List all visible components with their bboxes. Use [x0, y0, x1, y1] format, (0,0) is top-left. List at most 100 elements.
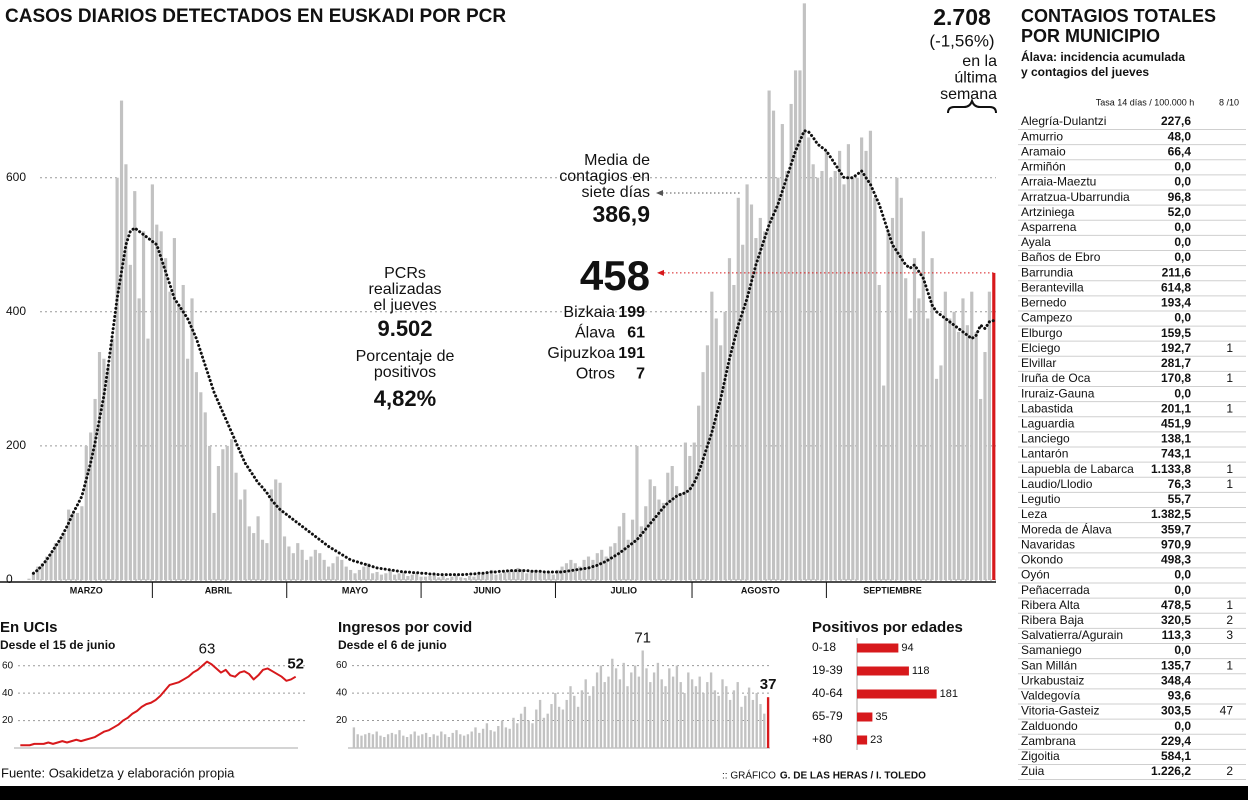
- bar: [516, 723, 519, 748]
- bar: [630, 519, 635, 580]
- bar: [383, 737, 386, 748]
- municipality: San Millán: [1021, 658, 1077, 672]
- municipality: Barrundia: [1021, 265, 1073, 279]
- source: Fuente: Osakidetza y elaboración propia: [1, 765, 235, 780]
- bar: [573, 563, 577, 580]
- bar: [633, 665, 637, 748]
- bar: [565, 699, 568, 748]
- bar: [637, 676, 641, 748]
- bar: [413, 731, 416, 748]
- bar: [611, 658, 614, 748]
- peak-label: 63: [199, 641, 216, 658]
- bar: [525, 573, 529, 580]
- bar: [417, 735, 420, 748]
- bar: [802, 3, 806, 581]
- bar: [451, 732, 454, 748]
- bar: [961, 298, 965, 580]
- bar: [758, 217, 762, 581]
- pcr-note: PCRs: [384, 265, 426, 282]
- municipality: Armiñón: [1021, 160, 1066, 174]
- municipality: Aramaio: [1021, 144, 1066, 158]
- bar: [561, 709, 565, 748]
- bar: [481, 573, 485, 580]
- bar: [463, 577, 467, 580]
- bar: [93, 398, 97, 580]
- bar: [755, 693, 758, 748]
- bar: [356, 734, 359, 748]
- average-note: contagios en: [559, 168, 650, 185]
- bar: [67, 509, 71, 580]
- weekly-note: en la: [962, 53, 997, 70]
- incidence: 192,7: [1161, 341, 1191, 355]
- bar: [512, 717, 515, 748]
- bar: [987, 291, 991, 580]
- incidence: 0,0: [1174, 175, 1191, 189]
- bar: [360, 735, 363, 748]
- bar: [507, 569, 511, 580]
- bar: [751, 699, 755, 748]
- bar: [679, 682, 682, 748]
- cases: 2: [1226, 613, 1233, 627]
- breakdown-name: Otros: [576, 366, 615, 383]
- incidence: 193,4: [1161, 296, 1191, 310]
- cases: 3: [1226, 628, 1233, 642]
- bar: [607, 676, 610, 748]
- incidence: 170,8: [1161, 371, 1191, 385]
- bar: [467, 575, 472, 580]
- bar: [604, 556, 608, 580]
- bar: [978, 398, 983, 580]
- bar: [798, 70, 802, 580]
- bar: [538, 570, 542, 580]
- bar: [393, 574, 397, 580]
- average-note: siete días: [582, 184, 650, 201]
- bar: [639, 526, 643, 580]
- bar: [890, 217, 895, 581]
- value-label: 94: [901, 642, 913, 654]
- bar: [857, 666, 909, 676]
- bar: [516, 567, 520, 580]
- bar: [481, 728, 485, 748]
- bar: [679, 492, 683, 580]
- bar: [124, 164, 128, 580]
- x-tick-label: JULIO: [610, 585, 637, 595]
- bar: [441, 575, 445, 580]
- chart-title: CASOS DIARIOS DETECTADOS EN EUSKADI POR …: [5, 6, 506, 27]
- bar: [106, 365, 110, 580]
- bar: [833, 170, 837, 580]
- bar: [406, 575, 410, 580]
- bar: [864, 150, 868, 580]
- bar: [428, 737, 432, 748]
- bar: [203, 412, 207, 580]
- bar: [727, 258, 732, 580]
- bar: [199, 392, 203, 580]
- bar: [815, 177, 820, 580]
- bar: [842, 184, 846, 580]
- bar: [352, 727, 356, 748]
- bar: [520, 569, 525, 580]
- bar: [186, 358, 190, 580]
- weekly-note: semana: [940, 86, 997, 103]
- bar: [713, 690, 717, 748]
- bar: [652, 672, 656, 748]
- bar: [335, 556, 339, 580]
- incidence: 135,7: [1161, 658, 1191, 672]
- municipality: Legutio: [1021, 492, 1061, 506]
- bar: [150, 184, 154, 580]
- bar: [630, 672, 633, 748]
- bar: [569, 686, 572, 748]
- peak-label: 71: [634, 629, 651, 646]
- bar: [309, 556, 313, 580]
- bar: [763, 231, 767, 581]
- bar: [208, 445, 212, 580]
- pcr-note: realizadas: [369, 281, 442, 298]
- y-tick-label: 200: [6, 438, 26, 452]
- bar: [921, 231, 925, 581]
- bar: [569, 559, 573, 580]
- bar: [401, 571, 406, 580]
- bar: [754, 238, 758, 581]
- bar: [656, 662, 660, 748]
- breakdown-value: 191: [618, 345, 645, 362]
- incidence: 584,1: [1161, 749, 1191, 763]
- bar: [470, 731, 473, 748]
- bar: [578, 566, 582, 580]
